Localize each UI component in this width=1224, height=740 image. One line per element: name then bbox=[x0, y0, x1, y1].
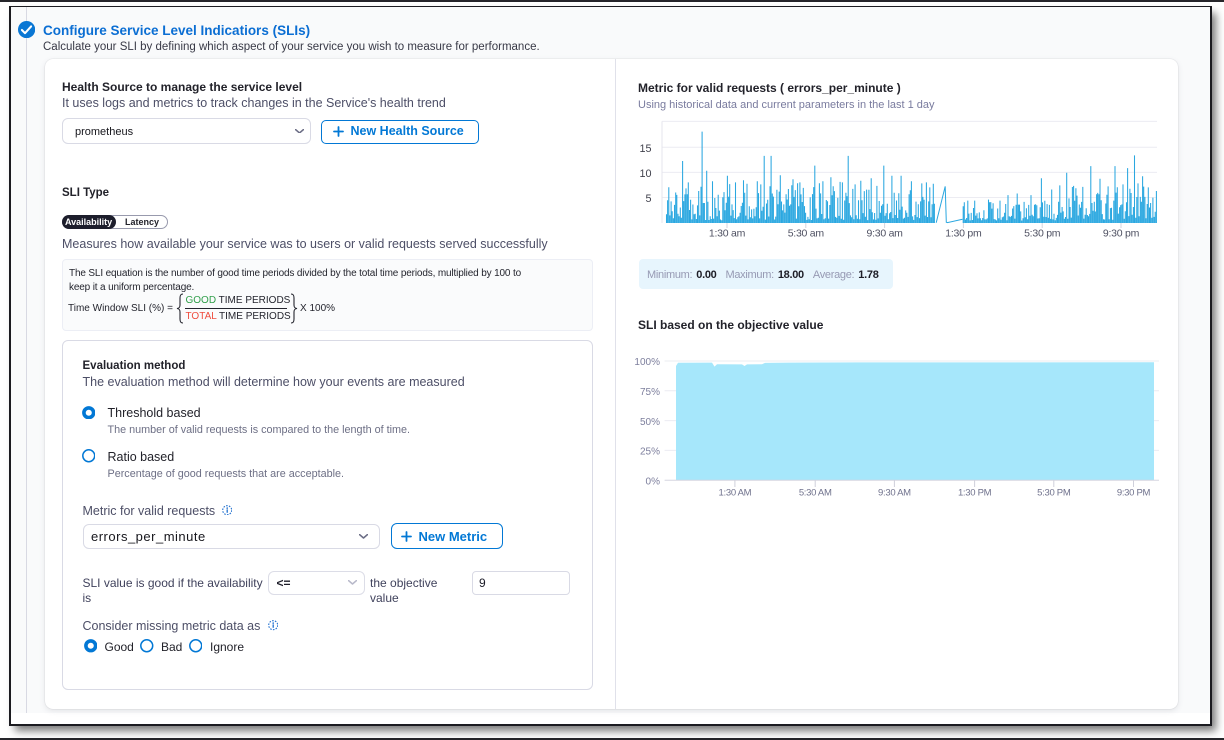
svg-text:0%: 0% bbox=[646, 476, 661, 487]
svg-text:1:30 pm: 1:30 pm bbox=[945, 228, 982, 240]
svg-text:9:30 PM: 9:30 PM bbox=[1117, 488, 1151, 499]
svg-text:5:30 AM: 5:30 AM bbox=[799, 488, 832, 499]
svg-text:10: 10 bbox=[639, 168, 651, 180]
svg-text:15: 15 bbox=[639, 143, 651, 155]
svg-text:50%: 50% bbox=[640, 417, 660, 428]
svg-text:5:30 pm: 5:30 pm bbox=[1024, 228, 1061, 240]
svg-text:5:30 PM: 5:30 PM bbox=[1037, 488, 1071, 499]
svg-text:1:30 am: 1:30 am bbox=[709, 228, 746, 240]
svg-text:1:30 AM: 1:30 AM bbox=[719, 488, 752, 499]
svg-text:9:30 pm: 9:30 pm bbox=[1103, 228, 1140, 240]
svg-text:5: 5 bbox=[645, 193, 651, 205]
svg-text:25%: 25% bbox=[640, 447, 660, 458]
svg-text:9:30 AM: 9:30 AM bbox=[878, 488, 911, 499]
svg-text:1:30 PM: 1:30 PM bbox=[958, 488, 992, 499]
svg-text:75%: 75% bbox=[640, 387, 660, 398]
svg-text:5:30 am: 5:30 am bbox=[788, 228, 825, 240]
svg-text:9:30 am: 9:30 am bbox=[866, 228, 903, 240]
svg-text:100%: 100% bbox=[634, 357, 660, 368]
